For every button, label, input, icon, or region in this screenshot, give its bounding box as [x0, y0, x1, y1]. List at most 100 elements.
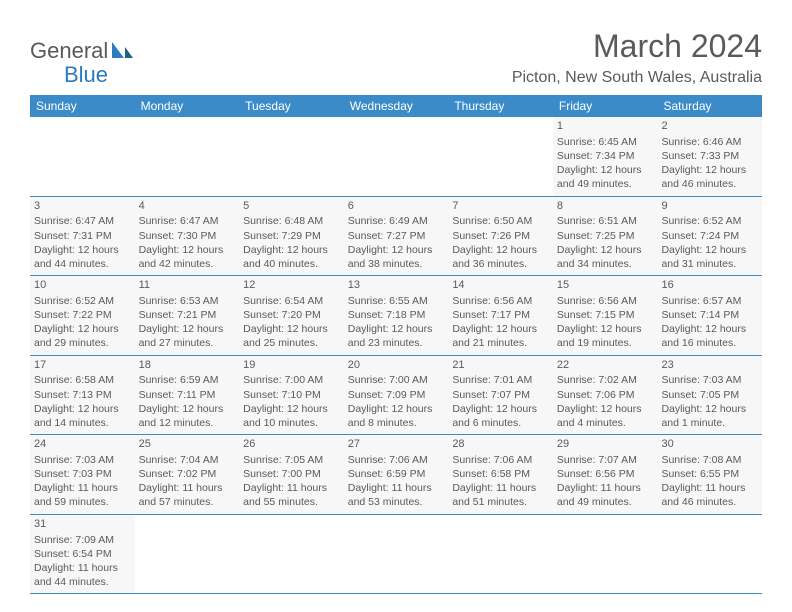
- week-row: 17Sunrise: 6:58 AMSunset: 7:13 PMDayligh…: [30, 356, 762, 436]
- day-number: 31: [34, 517, 131, 532]
- week-row: 3Sunrise: 6:47 AMSunset: 7:31 PMDaylight…: [30, 197, 762, 277]
- day-cell: 9Sunrise: 6:52 AMSunset: 7:24 PMDaylight…: [657, 197, 762, 276]
- day-cell: 28Sunrise: 7:06 AMSunset: 6:58 PMDayligh…: [448, 435, 553, 514]
- sunrise-text: Sunrise: 7:03 AM: [34, 453, 131, 467]
- day-number: 29: [557, 437, 654, 452]
- daylight-text: Daylight: 12 hours and 49 minutes.: [557, 163, 654, 191]
- header: General Blue March 2024 Picton, New Sout…: [30, 28, 762, 87]
- day-number: 23: [661, 358, 758, 373]
- day-number: 18: [139, 358, 236, 373]
- sunset-text: Sunset: 7:06 PM: [557, 388, 654, 402]
- calendar-body: 1Sunrise: 6:45 AMSunset: 7:34 PMDaylight…: [30, 117, 762, 594]
- daylight-text: Daylight: 11 hours and 46 minutes.: [661, 481, 758, 509]
- sunset-text: Sunset: 7:14 PM: [661, 308, 758, 322]
- day-cell: 15Sunrise: 6:56 AMSunset: 7:15 PMDayligh…: [553, 276, 658, 355]
- day-cell: 26Sunrise: 7:05 AMSunset: 7:00 PMDayligh…: [239, 435, 344, 514]
- day-cell-blank: [135, 515, 240, 594]
- sunset-text: Sunset: 6:54 PM: [34, 547, 131, 561]
- day-cell: 4Sunrise: 6:47 AMSunset: 7:30 PMDaylight…: [135, 197, 240, 276]
- day-cell-blank: [448, 117, 553, 196]
- weekday-header-row: SundayMondayTuesdayWednesdayThursdayFrid…: [30, 95, 762, 117]
- week-row: 24Sunrise: 7:03 AMSunset: 7:03 PMDayligh…: [30, 435, 762, 515]
- sunset-text: Sunset: 7:27 PM: [348, 229, 445, 243]
- daylight-text: Daylight: 12 hours and 44 minutes.: [34, 243, 131, 271]
- day-number: 12: [243, 278, 340, 293]
- sunrise-text: Sunrise: 6:47 AM: [139, 214, 236, 228]
- day-cell: 16Sunrise: 6:57 AMSunset: 7:14 PMDayligh…: [657, 276, 762, 355]
- daylight-text: Daylight: 11 hours and 44 minutes.: [34, 561, 131, 589]
- daylight-text: Daylight: 12 hours and 4 minutes.: [557, 402, 654, 430]
- sunrise-text: Sunrise: 6:52 AM: [661, 214, 758, 228]
- day-cell: 21Sunrise: 7:01 AMSunset: 7:07 PMDayligh…: [448, 356, 553, 435]
- day-number: 26: [243, 437, 340, 452]
- sunset-text: Sunset: 7:17 PM: [452, 308, 549, 322]
- sunset-text: Sunset: 7:13 PM: [34, 388, 131, 402]
- sunset-text: Sunset: 7:26 PM: [452, 229, 549, 243]
- daylight-text: Daylight: 12 hours and 46 minutes.: [661, 163, 758, 191]
- sunset-text: Sunset: 6:58 PM: [452, 467, 549, 481]
- weekday-header: Thursday: [448, 95, 553, 117]
- day-cell: 24Sunrise: 7:03 AMSunset: 7:03 PMDayligh…: [30, 435, 135, 514]
- sunset-text: Sunset: 7:11 PM: [139, 388, 236, 402]
- sunrise-text: Sunrise: 6:54 AM: [243, 294, 340, 308]
- day-number: 30: [661, 437, 758, 452]
- sunrise-text: Sunrise: 7:04 AM: [139, 453, 236, 467]
- day-number: 1: [557, 119, 654, 134]
- day-cell: 31Sunrise: 7:09 AMSunset: 6:54 PMDayligh…: [30, 515, 135, 594]
- sunrise-text: Sunrise: 6:56 AM: [557, 294, 654, 308]
- daylight-text: Daylight: 12 hours and 8 minutes.: [348, 402, 445, 430]
- daylight-text: Daylight: 12 hours and 42 minutes.: [139, 243, 236, 271]
- logo-part2: Blue: [64, 62, 108, 87]
- sunrise-text: Sunrise: 6:59 AM: [139, 373, 236, 387]
- sunrise-text: Sunrise: 7:09 AM: [34, 533, 131, 547]
- day-cell: 20Sunrise: 7:00 AMSunset: 7:09 PMDayligh…: [344, 356, 449, 435]
- day-cell-blank: [553, 515, 658, 594]
- sunset-text: Sunset: 7:18 PM: [348, 308, 445, 322]
- day-number: 24: [34, 437, 131, 452]
- day-number: 3: [34, 199, 131, 214]
- daylight-text: Daylight: 12 hours and 36 minutes.: [452, 243, 549, 271]
- sunset-text: Sunset: 7:22 PM: [34, 308, 131, 322]
- daylight-text: Daylight: 11 hours and 51 minutes.: [452, 481, 549, 509]
- sunset-text: Sunset: 7:10 PM: [243, 388, 340, 402]
- day-number: 4: [139, 199, 236, 214]
- day-cell-blank: [657, 515, 762, 594]
- daylight-text: Daylight: 12 hours and 6 minutes.: [452, 402, 549, 430]
- location: Picton, New South Wales, Australia: [512, 69, 762, 87]
- day-cell: 27Sunrise: 7:06 AMSunset: 6:59 PMDayligh…: [344, 435, 449, 514]
- day-number: 16: [661, 278, 758, 293]
- day-cell: 23Sunrise: 7:03 AMSunset: 7:05 PMDayligh…: [657, 356, 762, 435]
- weekday-header: Monday: [135, 95, 240, 117]
- sunrise-text: Sunrise: 6:52 AM: [34, 294, 131, 308]
- daylight-text: Daylight: 12 hours and 40 minutes.: [243, 243, 340, 271]
- day-cell-blank: [239, 515, 344, 594]
- logo-text: General Blue: [30, 40, 134, 86]
- daylight-text: Daylight: 12 hours and 1 minute.: [661, 402, 758, 430]
- sunrise-text: Sunrise: 6:51 AM: [557, 214, 654, 228]
- daylight-text: Daylight: 11 hours and 57 minutes.: [139, 481, 236, 509]
- day-cell: 5Sunrise: 6:48 AMSunset: 7:29 PMDaylight…: [239, 197, 344, 276]
- week-row: 1Sunrise: 6:45 AMSunset: 7:34 PMDaylight…: [30, 117, 762, 197]
- sunset-text: Sunset: 6:55 PM: [661, 467, 758, 481]
- weekday-header: Wednesday: [344, 95, 449, 117]
- day-cell: 13Sunrise: 6:55 AMSunset: 7:18 PMDayligh…: [344, 276, 449, 355]
- sunrise-text: Sunrise: 7:06 AM: [348, 453, 445, 467]
- sunrise-text: Sunrise: 7:08 AM: [661, 453, 758, 467]
- day-number: 15: [557, 278, 654, 293]
- day-number: 27: [348, 437, 445, 452]
- sunset-text: Sunset: 7:07 PM: [452, 388, 549, 402]
- sunrise-text: Sunrise: 7:00 AM: [348, 373, 445, 387]
- sunset-text: Sunset: 7:02 PM: [139, 467, 236, 481]
- day-cell: 18Sunrise: 6:59 AMSunset: 7:11 PMDayligh…: [135, 356, 240, 435]
- day-cell: 22Sunrise: 7:02 AMSunset: 7:06 PMDayligh…: [553, 356, 658, 435]
- daylight-text: Daylight: 12 hours and 16 minutes.: [661, 322, 758, 350]
- weekday-header: Friday: [553, 95, 658, 117]
- daylight-text: Daylight: 11 hours and 53 minutes.: [348, 481, 445, 509]
- sunrise-text: Sunrise: 6:49 AM: [348, 214, 445, 228]
- day-cell-blank: [30, 117, 135, 196]
- day-number: 9: [661, 199, 758, 214]
- day-number: 14: [452, 278, 549, 293]
- sunrise-text: Sunrise: 7:06 AM: [452, 453, 549, 467]
- sunrise-text: Sunrise: 6:58 AM: [34, 373, 131, 387]
- sunrise-text: Sunrise: 7:02 AM: [557, 373, 654, 387]
